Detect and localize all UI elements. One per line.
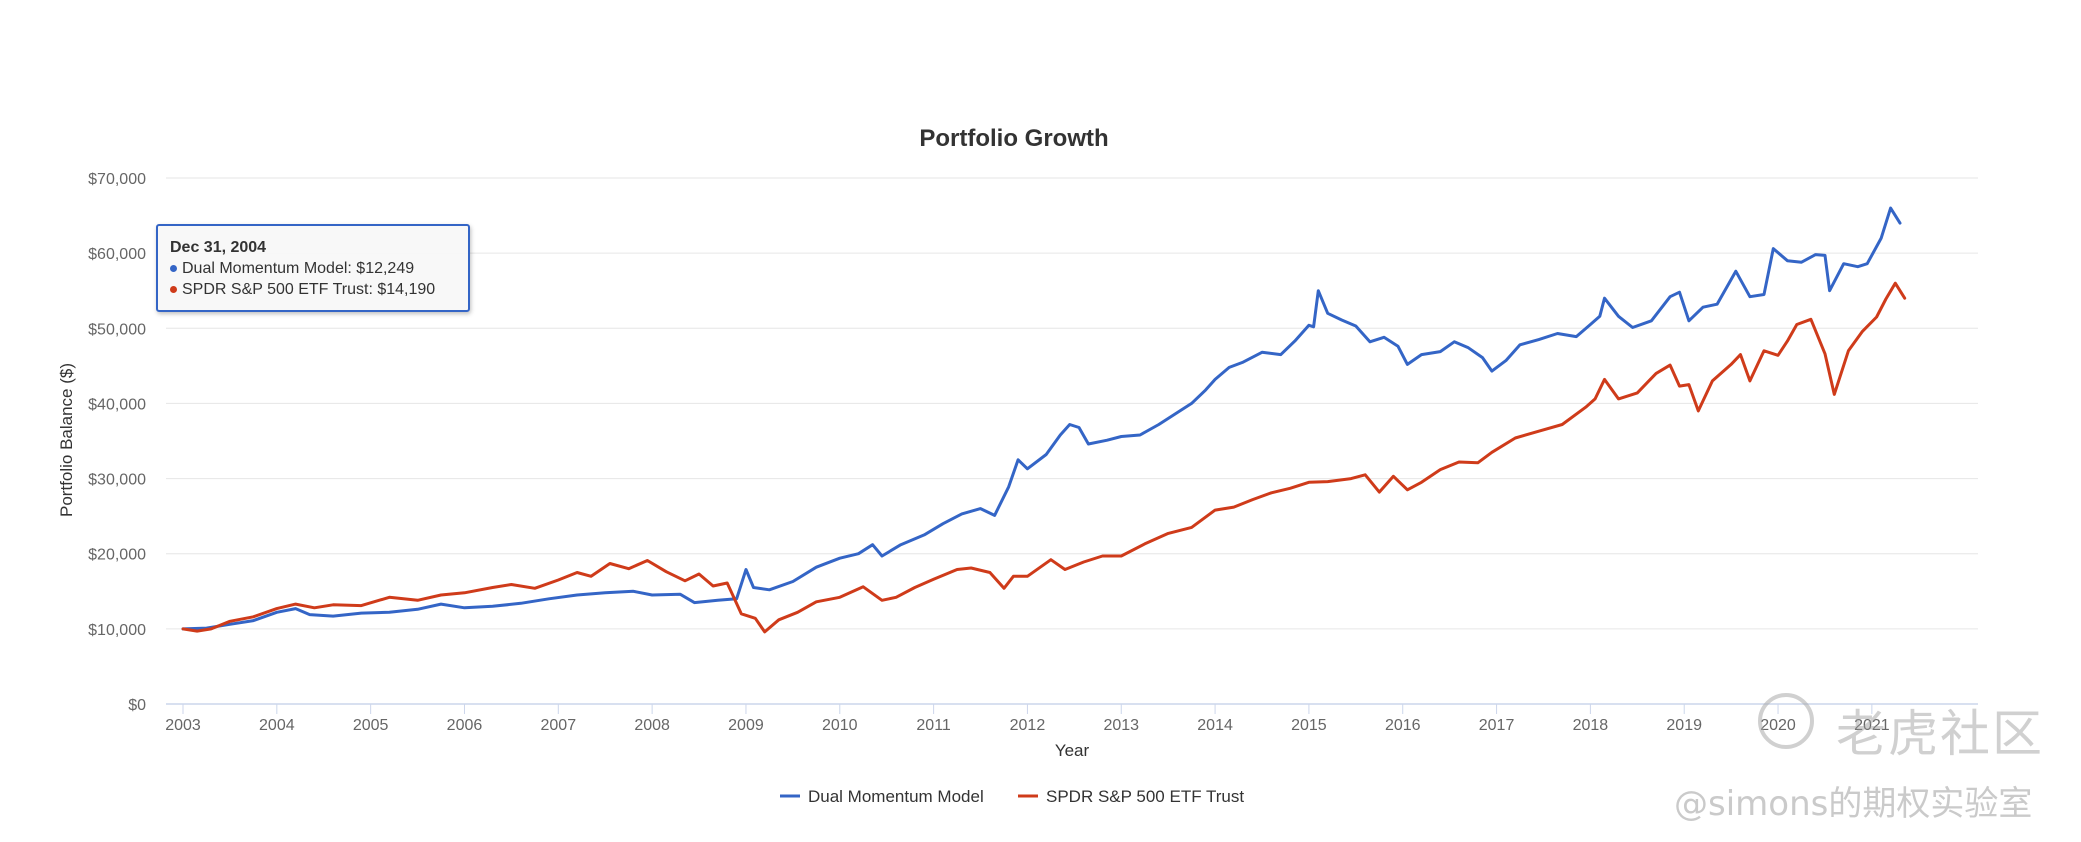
watermark-brand: 老虎社区: [1836, 705, 2044, 763]
series-dot-icon: [170, 265, 177, 273]
y-tick-label: $10,000: [88, 622, 146, 639]
x-tick-label: 2004: [259, 717, 295, 734]
x-tick-label: 2012: [1010, 717, 1046, 734]
tooltip-row-label: SPDR S&P 500 ETF Trust: $14,190: [182, 281, 436, 298]
series-line-dual-momentum: [181, 206, 1902, 631]
series-dot-icon: [170, 286, 177, 294]
x-tick-label: 2018: [1573, 717, 1609, 734]
watermark-logo-icon: [1758, 693, 1814, 749]
x-tick-label: 2016: [1385, 717, 1421, 734]
tooltip-date: Dec 31, 2004: [170, 239, 267, 256]
y-tick-label: $20,000: [88, 547, 146, 564]
tooltip-row-label: Dual Momentum Model: $12,249: [182, 260, 415, 277]
y-axis-ticks: $0 $10,000 $20,000 $30,000 $40,000 $50,000 $60…: [88, 171, 146, 714]
series-line-spdr: [181, 281, 1907, 634]
x-tick-label: 2009: [728, 717, 764, 734]
legend-item-dual-momentum[interactable]: Dual Momentum Model: [780, 787, 984, 806]
legend: Dual Momentum Model SPDR S&P 500 ETF Trus…: [780, 787, 1244, 806]
x-tick-label: 2017: [1479, 717, 1515, 734]
x-tick-label: 2003: [165, 717, 201, 734]
tooltip-row-spdr: SPDR S&P 500 ETF Trust: $14,190: [170, 279, 456, 300]
y-tick-label: $60,000: [88, 246, 146, 263]
y-tick-label: $30,000: [88, 472, 146, 489]
y-tick-label: $50,000: [88, 321, 146, 338]
x-tick-label: 2011: [916, 717, 951, 734]
x-tick-label: 2019: [1666, 717, 1702, 734]
legend-item-spdr[interactable]: SPDR S&P 500 ETF Trust: [1018, 787, 1244, 806]
y-axis-title: Portfolio Balance ($): [57, 363, 76, 517]
x-tick-label: 2005: [353, 717, 389, 734]
y-tick-label: $70,000: [88, 171, 146, 188]
x-tick-label: 2010: [822, 717, 858, 734]
x-tick-label: 2013: [1103, 717, 1139, 734]
legend-label: SPDR S&P 500 ETF Trust: [1046, 787, 1244, 806]
legend-label: Dual Momentum Model: [808, 787, 984, 806]
x-axis-ticks: 2003 2004 2005 2006 2007 2008 2009 2010 2011 2012…: [165, 704, 1890, 734]
series-layer: [181, 206, 1907, 634]
x-tick-label: 2008: [634, 717, 670, 734]
x-tick-label: 2014: [1197, 717, 1233, 734]
hover-tooltip: Dec 31, 2004 Dual Momentum Model: $12,24…: [156, 224, 470, 312]
tooltip-row-dual-momentum: Dual Momentum Model: $12,249: [170, 258, 456, 279]
x-tick-label: 2006: [447, 717, 483, 734]
x-tick-label: 2021: [1854, 717, 1890, 734]
watermark-handle: @simons的期权实验室: [1674, 784, 2033, 824]
x-tick-label: 2015: [1291, 717, 1327, 734]
chart-title: Portfolio Growth: [919, 125, 1108, 152]
y-tick-label: $40,000: [88, 396, 146, 413]
grid-lines: [166, 177, 1978, 630]
x-axis-title: Year: [1055, 741, 1090, 760]
x-tick-label: 2007: [541, 717, 577, 734]
y-tick-label: $0: [128, 697, 146, 714]
